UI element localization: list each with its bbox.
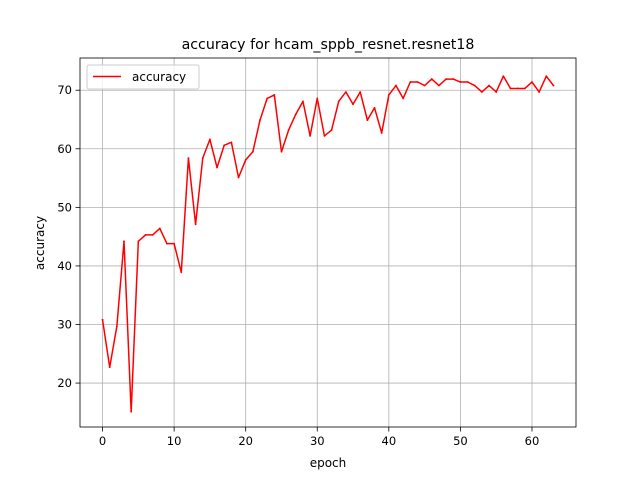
data-point [552,84,555,87]
data-point [209,138,211,141]
data-point [223,144,226,147]
data-point [416,81,419,83]
data-point [495,91,498,93]
data-point [323,135,326,137]
legend-box [86,64,200,90]
data-point [166,242,168,245]
x-tick-label: 10 [167,434,182,448]
data-point [259,119,261,121]
data-point [294,113,297,116]
data-point [302,100,304,103]
data-point [287,129,290,131]
data-point [337,100,340,103]
x-tick-label: 40 [382,434,397,448]
data-point [316,97,319,100]
data-point [538,91,541,93]
data-point [380,132,383,134]
plot-area [101,75,555,413]
data-point [387,94,390,96]
data-point [502,75,505,78]
chart-title: accuracy for hcam_sppb_resnet.resnet18 [182,37,475,53]
data-point [445,78,447,80]
x-tick-label: 0 [99,434,106,448]
axes: 0 10 20 30 40 50 60 20 30 40 50 60 70 [57,57,577,448]
data-point [509,87,512,90]
data-point [359,91,362,93]
data-point [273,94,276,96]
axes-frame [79,57,577,428]
data-point [330,129,333,131]
data-point [423,84,426,87]
data-point [123,240,125,243]
data-point [130,410,133,413]
data-point [108,366,111,369]
data-point [244,159,247,161]
data-point [516,87,519,90]
data-point [545,75,548,78]
data-point [409,81,412,83]
data-point [144,233,147,236]
data-point [373,106,376,109]
data-point [173,242,176,245]
data-point [366,119,369,121]
y-tick-label: 60 [57,142,72,156]
data-point [266,97,269,100]
grid-lines [80,58,576,427]
x-tick-label: 50 [453,434,468,448]
y-tick-label: 20 [57,376,72,390]
data-point [101,318,104,321]
data-point [151,233,154,236]
data-point [237,176,240,179]
legend: accuracy [86,64,200,90]
data-point [194,223,197,226]
data-point [488,84,490,87]
data-point [309,135,312,137]
data-point [251,150,254,153]
y-axis-label: accuracy [33,216,47,270]
x-tick-label: 20 [238,434,253,448]
data-point [180,271,183,274]
data-point [523,87,526,90]
data-point [473,84,476,87]
data-point [531,81,533,83]
x-tick-label: 30 [310,434,325,448]
data-point [452,78,455,80]
data-point [402,97,405,100]
data-point [344,91,347,93]
data-point [352,103,354,106]
y-tick-label: 40 [57,259,72,273]
data-point [187,157,190,160]
data-point [280,150,283,153]
y-tick-label: 50 [57,200,72,214]
data-point [201,157,204,160]
data-point [216,166,218,169]
data-point [480,91,483,93]
data-point [430,78,433,80]
series-line-accuracy [101,75,555,413]
x-axis-label: epoch [310,456,347,470]
data-point [137,240,140,243]
data-point [230,141,233,144]
legend-label: accuracy [132,70,186,84]
data-point [459,81,462,83]
data-point [115,325,118,328]
y-tick-label: 30 [57,318,72,332]
data-point [395,84,397,87]
x-tick-label: 60 [525,434,540,448]
y-tick-label: 70 [57,83,72,97]
data-point [158,227,161,230]
data-point [438,84,440,87]
data-point [466,81,469,83]
